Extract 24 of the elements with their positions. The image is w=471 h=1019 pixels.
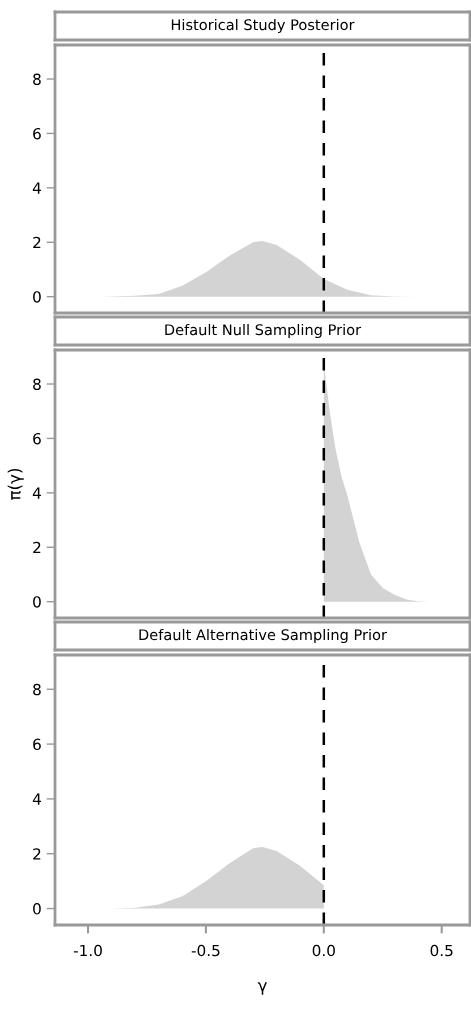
- y-tick-label: 0: [33, 291, 41, 303]
- y-tick-label: 2: [33, 541, 41, 554]
- y-tick-label: 6: [33, 738, 41, 751]
- y-tick-label: 6: [33, 127, 41, 140]
- x-tick-label: -1.0: [73, 944, 102, 957]
- y-tick-label: 8: [33, 378, 41, 391]
- chart-title: Default Null Sampling Prior: [165, 323, 362, 339]
- y-tick-label: 4: [32, 487, 41, 499]
- chart-title: Default Alternative Sampling Prior: [139, 628, 387, 644]
- x-tick-label: 0.0: [312, 944, 335, 957]
- y-tick-label: 2: [33, 236, 41, 249]
- y-axis-title: π(γ): [7, 468, 24, 500]
- chart-title: Historical Study Posterior: [171, 18, 355, 34]
- x-tick-label: -0.5: [191, 944, 220, 957]
- y-tick-label: 0: [33, 903, 41, 915]
- y-tick-label: 4: [32, 182, 41, 194]
- y-tick-label: 8: [33, 683, 41, 696]
- x-axis-title: γ: [257, 982, 267, 995]
- y-tick-label: 4: [32, 793, 41, 805]
- x-tick-label: 0.5: [430, 944, 453, 957]
- y-tick-label: 2: [33, 848, 41, 860]
- y-tick-label: 8: [33, 73, 41, 86]
- y-tick-label: 6: [33, 432, 41, 445]
- y-tick-label: 0: [33, 596, 41, 608]
